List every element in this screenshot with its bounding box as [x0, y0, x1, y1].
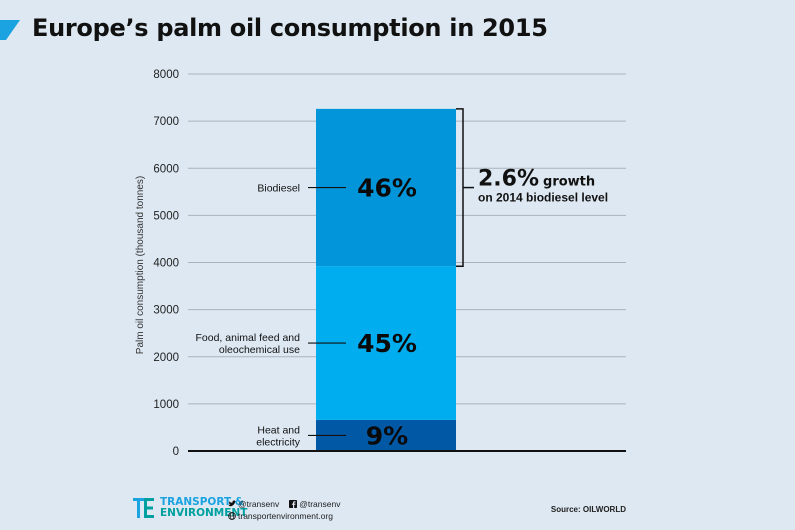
accent-flag: [0, 20, 20, 40]
bracket-line: [456, 108, 464, 268]
te-logo: TRANSPORT & ENVIRONMENT: [133, 497, 247, 519]
globe-icon: [228, 512, 236, 520]
category-label: Food, animal feed and: [196, 332, 301, 344]
category-label: electricity: [256, 436, 301, 448]
website-url: transportenvironment.org: [238, 511, 333, 521]
category-label: Heat and: [257, 424, 300, 436]
y-tick-label: 0: [173, 446, 179, 458]
y-axis-label: Palm oil consumption (thousand tonnes): [135, 176, 146, 354]
facebook-icon: [289, 500, 298, 508]
growth-subtext: on 2014 biodiesel level: [478, 191, 608, 205]
source-note: Source: OILWORLD: [550, 505, 626, 514]
te-logo-icon: [133, 497, 155, 519]
percent-label: 46%: [357, 174, 417, 203]
chart-title: Europe’s palm oil consumption in 2015: [32, 14, 548, 42]
y-tick-labels: 0 1000 2000 3000 4000 5000 6000 7000 8000: [153, 69, 179, 458]
growth-word: growth: [543, 175, 595, 190]
website-link[interactable]: transportenvironment.org: [228, 510, 333, 522]
growth-value: 2.6%: [478, 167, 539, 192]
social-links: @transenv @transenv transportenvironment…: [228, 498, 340, 522]
twitter-handle: @transenv: [238, 499, 280, 509]
bar-segments: [316, 108, 456, 451]
y-tick-label: 1000: [153, 399, 179, 411]
category-label: oleochemical use: [219, 344, 300, 356]
facebook-link[interactable]: @transenv: [289, 498, 340, 510]
y-tick-label: 8000: [153, 69, 179, 81]
growth-annotation: 2.6% growth: [478, 167, 595, 192]
y-tick-label: 5000: [153, 210, 179, 222]
chart-area: 0 1000 2000 3000 4000 5000 6000 7000 8000 Palm o…: [135, 69, 626, 458]
y-tick-label: 7000: [153, 116, 179, 128]
twitter-icon: [228, 500, 236, 507]
percent-labels: 9% 45% 46%: [357, 174, 417, 451]
percent-label: 9%: [366, 421, 408, 450]
twitter-link[interactable]: @transenv: [228, 498, 279, 510]
y-tick-label: 6000: [153, 163, 179, 175]
logo-line-1: TRANSPORT &: [160, 496, 244, 508]
percent-label: 45%: [357, 329, 417, 358]
logo-line-2: ENVIRONMENT: [160, 507, 248, 519]
y-tick-label: 2000: [153, 352, 179, 364]
category-label: Biodiesel: [257, 183, 300, 195]
facebook-handle: @transenv: [299, 499, 341, 509]
y-tick-label: 3000: [153, 305, 179, 317]
y-tick-label: 4000: [153, 258, 179, 270]
